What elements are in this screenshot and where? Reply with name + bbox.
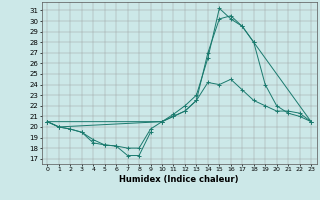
- X-axis label: Humidex (Indice chaleur): Humidex (Indice chaleur): [119, 175, 239, 184]
